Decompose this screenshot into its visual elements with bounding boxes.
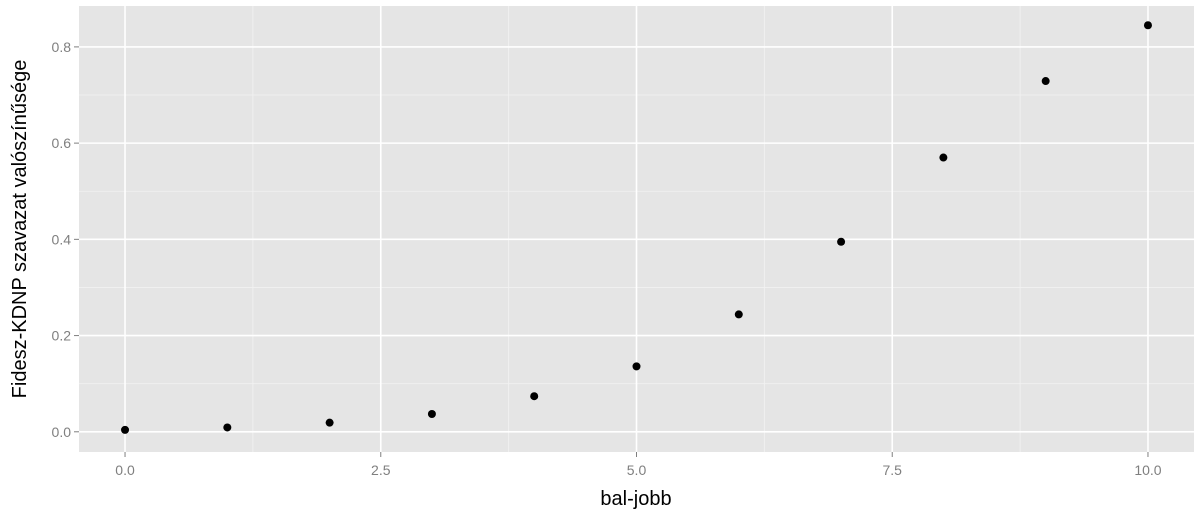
data-point [939, 153, 948, 162]
data-point [121, 425, 130, 434]
data-point [223, 423, 232, 432]
major-grid [79, 6, 1194, 452]
y-axis-ticks: 0.0 0.2 0.4 0.6 0.8 [52, 39, 79, 440]
data-point [325, 418, 334, 427]
data-point [837, 237, 846, 246]
y-tick-label: 0.6 [52, 135, 72, 151]
data-point [632, 362, 641, 371]
x-axis-title: bal-jobb [600, 488, 671, 510]
x-axis-ticks: 0.0 2.5 5.0 7.5 10.0 [115, 452, 1162, 478]
y-tick-label: 0.4 [52, 231, 72, 247]
x-tick-label: 5.0 [627, 462, 647, 478]
data-point [1143, 21, 1152, 30]
y-axis-title: Fidesz-KDNP szavazat valószínűsége [9, 60, 31, 399]
y-tick-label: 0.0 [52, 424, 72, 440]
data-points [121, 21, 1152, 434]
y-tick-label: 0.8 [52, 39, 72, 55]
data-point [427, 409, 436, 418]
x-tick-label: 0.0 [115, 462, 135, 478]
x-tick-label: 7.5 [882, 462, 902, 478]
x-tick-label: 10.0 [1134, 462, 1161, 478]
data-point [1041, 77, 1050, 86]
data-point [530, 392, 539, 401]
x-tick-label: 2.5 [371, 462, 391, 478]
data-point [734, 310, 743, 319]
y-tick-label: 0.2 [52, 328, 72, 344]
